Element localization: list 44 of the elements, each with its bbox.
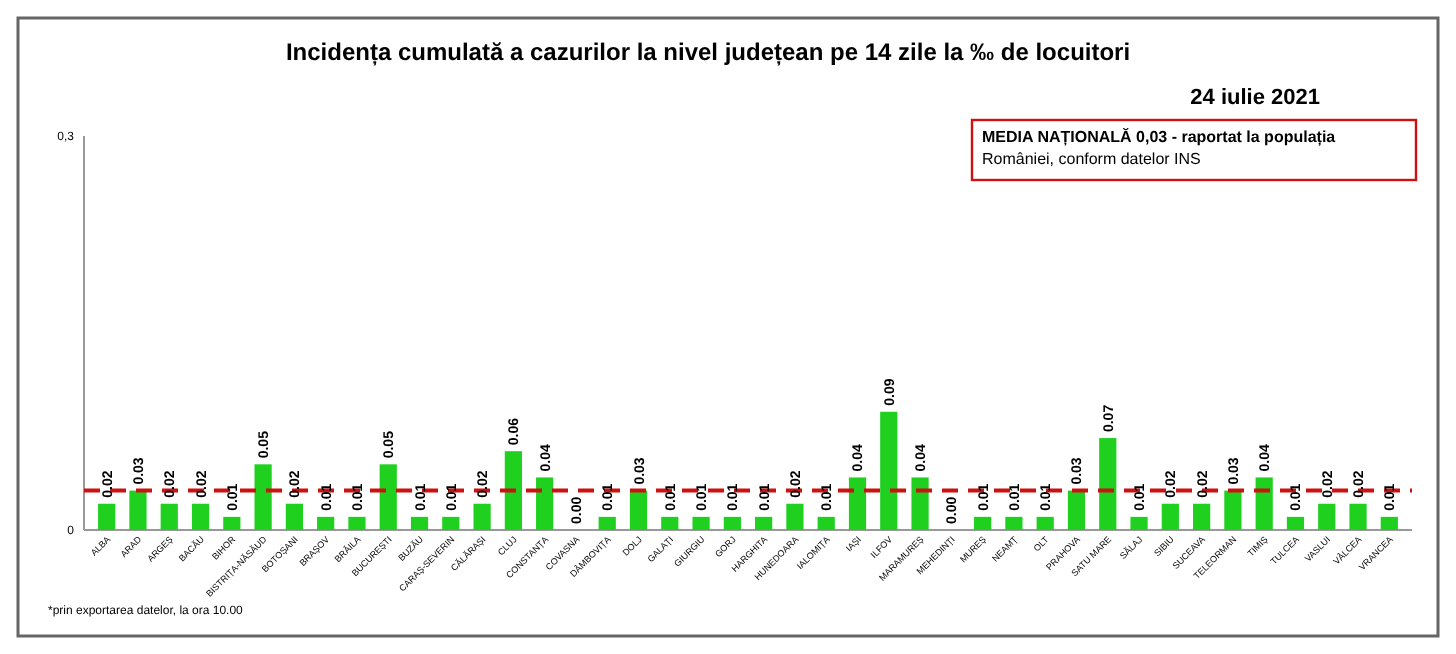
bar bbox=[254, 464, 272, 530]
chart-title: Incidența cumulată a cazurilor la nivel județean pe 14 zile la ‰ de locuitori bbox=[285, 38, 1131, 66]
bar bbox=[880, 411, 898, 530]
note-box: MEDIA NAȚIONALĂ 0,03 - raportat la populația României, conform datelor INS bbox=[970, 118, 1418, 182]
bar bbox=[1349, 503, 1367, 530]
bar bbox=[1193, 503, 1211, 530]
bar bbox=[1224, 490, 1242, 530]
bar bbox=[755, 516, 773, 530]
bar bbox=[1067, 490, 1086, 530]
bar bbox=[1099, 438, 1117, 530]
bar bbox=[1286, 516, 1305, 530]
bar bbox=[1380, 516, 1398, 530]
bar bbox=[348, 516, 366, 530]
bar bbox=[598, 516, 616, 530]
bar bbox=[848, 477, 867, 530]
bar bbox=[129, 490, 147, 530]
bar bbox=[1005, 516, 1023, 530]
bar bbox=[442, 516, 460, 530]
bar bbox=[223, 516, 241, 530]
bar bbox=[817, 516, 835, 530]
bar bbox=[410, 516, 429, 530]
bar bbox=[191, 503, 210, 530]
bar bbox=[911, 477, 929, 530]
bar bbox=[473, 503, 491, 530]
bar bbox=[661, 516, 679, 530]
bar bbox=[285, 503, 303, 530]
bar bbox=[1036, 516, 1054, 530]
bar bbox=[317, 516, 335, 530]
bar bbox=[536, 477, 554, 530]
bar bbox=[98, 503, 116, 530]
bar bbox=[1318, 503, 1336, 530]
annotation: MEDIA NAȚIONALĂ 0,03 - raportat la populația României, conform datelor INS bbox=[982, 126, 1337, 168]
bar bbox=[504, 451, 522, 530]
bar bbox=[974, 516, 992, 530]
bar bbox=[723, 516, 741, 530]
bar bbox=[692, 516, 710, 530]
bar bbox=[786, 503, 804, 530]
bar bbox=[379, 464, 397, 530]
bar bbox=[1255, 477, 1273, 530]
bar bbox=[160, 503, 178, 530]
bar bbox=[629, 490, 648, 530]
chart-subtitle: 24 iulie 2021 bbox=[1190, 86, 1320, 110]
bar bbox=[1161, 503, 1179, 530]
bar bbox=[1130, 516, 1148, 530]
